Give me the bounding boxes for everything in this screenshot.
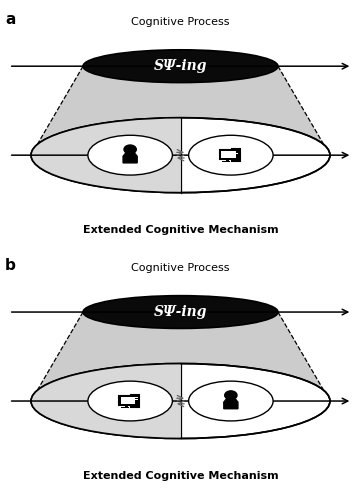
Bar	[222, 161, 230, 162]
Polygon shape	[31, 118, 180, 192]
Text: Cognitive Process: Cognitive Process	[131, 263, 230, 273]
Text: SΨ-ing: SΨ-ing	[154, 59, 207, 73]
Bar	[221, 151, 236, 158]
Ellipse shape	[88, 136, 172, 175]
Bar	[226, 160, 229, 161]
Ellipse shape	[31, 364, 330, 438]
Bar	[132, 399, 138, 400]
Bar	[121, 407, 130, 408]
Bar	[232, 150, 239, 161]
Text: a: a	[5, 12, 16, 28]
Text: b: b	[5, 258, 16, 273]
Bar	[121, 397, 135, 404]
Ellipse shape	[83, 296, 278, 328]
Text: Extended Cognitive Mechanism: Extended Cognitive Mechanism	[83, 471, 278, 481]
Ellipse shape	[88, 381, 172, 421]
Text: SΨ-ing: SΨ-ing	[154, 305, 207, 319]
Ellipse shape	[83, 50, 278, 82]
Circle shape	[225, 391, 237, 400]
Polygon shape	[31, 364, 180, 438]
Text: Cognitive Process: Cognitive Process	[131, 17, 230, 27]
Polygon shape	[31, 66, 330, 155]
Bar	[125, 405, 128, 407]
Polygon shape	[224, 398, 238, 408]
Polygon shape	[31, 312, 330, 401]
Ellipse shape	[31, 118, 330, 192]
Polygon shape	[123, 152, 137, 163]
Ellipse shape	[188, 381, 273, 421]
Ellipse shape	[188, 136, 273, 175]
Bar	[119, 396, 136, 405]
Text: Extended Cognitive Mechanism: Extended Cognitive Mechanism	[83, 225, 278, 235]
Circle shape	[124, 145, 136, 154]
Bar	[131, 395, 139, 407]
Bar	[220, 150, 237, 160]
